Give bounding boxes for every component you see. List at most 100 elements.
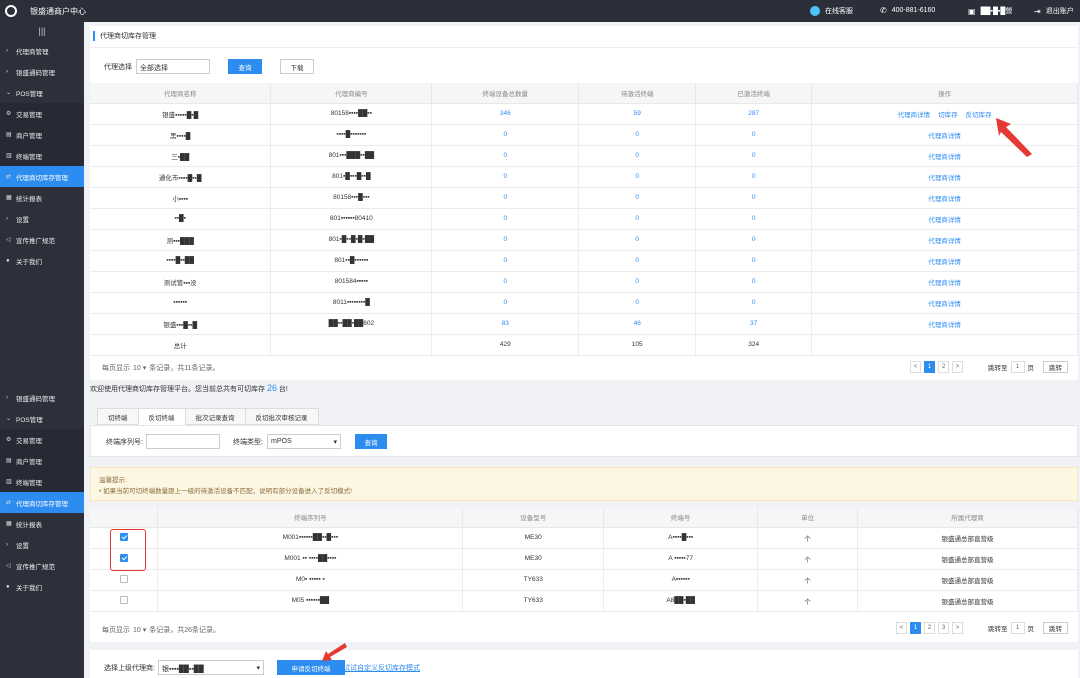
chevron-down-icon: ⌄ — [6, 416, 12, 422]
sidebar-item-label: 代理商切库存管理 — [16, 174, 68, 182]
row-checkbox[interactable] — [119, 595, 128, 604]
logo-icon — [5, 5, 17, 17]
op-link[interactable]: 代理商详情 — [928, 321, 961, 329]
cell-name: 测▪▪▪███ — [90, 229, 272, 251]
sidebar-item[interactable]: › 设置 — [0, 208, 84, 229]
jump-page-input[interactable]: 1 — [1010, 361, 1025, 373]
row-checkbox[interactable] — [119, 574, 128, 583]
page-button[interactable]: < — [896, 622, 907, 634]
page-size-select[interactable]: 10 ▾ — [133, 627, 147, 634]
jump-button[interactable]: 跳转 — [1043, 361, 1068, 373]
page-button[interactable]: > — [952, 622, 963, 634]
online-service[interactable]: 在线客服 — [810, 6, 853, 16]
jump-button[interactable]: 跳转 — [1043, 622, 1068, 634]
op-link[interactable]: 切库存 — [938, 111, 958, 119]
op-link[interactable]: 代理商详情 — [928, 237, 961, 245]
sidebar-item-label: 银盛通码管理 — [16, 395, 55, 403]
page-title: 代理商切库存管理 — [93, 31, 156, 41]
page-button[interactable]: 1 — [910, 622, 921, 634]
sidebar-bottom: › 银盛通码管理 ⌄ POS管理 ⚙ 交易管理 ▤ 商户管理 ▥ 终端管理 ⇄ 代理商切库存管理 ▦ 统计… — [0, 380, 84, 678]
sidebar-item[interactable]: ▦ 统计报表 — [0, 187, 84, 208]
row-checkbox[interactable] — [119, 532, 128, 541]
column-header: 设备型号 — [462, 508, 605, 528]
terminal-query-button[interactable]: 查询 — [355, 434, 387, 449]
sidebar-item[interactable]: ▥ 终端管理 — [0, 471, 84, 492]
cell-pending: 59 — [578, 103, 697, 125]
sidebar-item[interactable]: › 银盛通码管理 — [0, 61, 84, 82]
parent-agent-select[interactable]: 银▪▪▪▪██▪▪██ ▾ — [158, 660, 264, 675]
page-size-select[interactable]: 10 ▾ — [133, 365, 147, 372]
op-link[interactable]: 代理商详情 — [928, 153, 961, 161]
serial-input[interactable] — [146, 434, 220, 449]
sidebar-item[interactable]: › 银盛通码管理 — [0, 387, 84, 408]
sidebar-item[interactable]: ⚙ 交易管理 — [0, 429, 84, 450]
op-link[interactable]: 反切库存 — [965, 111, 992, 119]
sidebar-item[interactable]: ⚙ 交易管理 — [0, 103, 84, 124]
agent-filter-label: 代理选择 — [104, 63, 132, 71]
op-link[interactable]: 代理商详情 — [928, 258, 961, 266]
phone-number: ✆ 400-881-6160 — [880, 6, 936, 15]
info-icon: ● — [6, 257, 10, 264]
table-row: ▪▪█▪ 801▪▪▪▪▪▪80410 0 0 0 代理商详情 — [90, 208, 1078, 230]
tab[interactable]: 切终端 — [97, 408, 139, 425]
sidebar-item[interactable]: ● 关于我们 — [0, 576, 84, 597]
sidebar-item[interactable]: ⌄ POS管理 — [0, 408, 84, 429]
cell-id: 801584▪▪▪▪▪ — [270, 271, 433, 293]
op-link[interactable]: 代理商详情 — [928, 300, 961, 308]
sidebar-item-label: 终端管理 — [16, 479, 42, 487]
tab[interactable]: 反切终端 — [137, 408, 186, 425]
op-link[interactable]: 代理商详情 — [928, 132, 961, 140]
sidebar-item[interactable]: ⌄ POS管理 — [0, 82, 84, 103]
terminal-table: 终端序列号 设备型号 终端号 单位 所属代理商 M001▪▪▪▪▪▪██▪▪█▪▪▪ ME… — [90, 508, 1078, 612]
sidebar-item-label: 统计报表 — [16, 521, 42, 529]
op-link[interactable]: 代理商详情 — [928, 279, 961, 287]
cell-unit: 个 — [757, 527, 859, 549]
op-link[interactable]: 代理商详情 — [928, 195, 961, 203]
sidebar-item[interactable]: › 代理商管理 — [0, 40, 84, 61]
sidebar-item[interactable]: › 设置 — [0, 534, 84, 555]
cell-pending: 0 — [578, 187, 697, 209]
jump-page-input[interactable]: 1 — [1010, 622, 1025, 634]
page-button[interactable]: 3 — [938, 622, 949, 634]
terminal-type-select[interactable]: mPOS ▾ — [267, 434, 341, 449]
sidebar-item[interactable]: ◁ 宣传推广规范 — [0, 229, 84, 250]
page-button[interactable]: 2 — [938, 361, 949, 373]
terminal-panel: 终端序列号 设备型号 终端号 单位 所属代理商 M001▪▪▪▪▪▪██▪▪█▪▪▪ ME… — [90, 508, 1078, 642]
download-button[interactable]: 下载 — [280, 59, 314, 74]
cell-ops: 代理商详情 — [811, 124, 1078, 146]
apply-reverse-button[interactable]: 申请反切终端 — [277, 660, 345, 675]
tab[interactable]: 批次记录查询 — [184, 408, 246, 425]
custom-mode-link[interactable]: 试试自定义反切库存模式 — [343, 665, 420, 672]
page-button[interactable]: 2 — [924, 622, 935, 634]
column-header: 终端号 — [603, 508, 759, 528]
sidebar-item[interactable]: ◁ 宣传推广规范 — [0, 555, 84, 576]
cell-active: 0 — [695, 124, 813, 146]
sidebar-item[interactable]: ⇄ 代理商切库存管理 — [0, 492, 84, 513]
sidebar-item[interactable]: ▦ 统计报表 — [0, 513, 84, 534]
agent-filter-input[interactable]: 全部选择 — [136, 59, 210, 74]
row-checkbox[interactable] — [119, 553, 128, 562]
cell-active: 287 — [695, 103, 813, 125]
sidebar-item[interactable]: ▥ 终端管理 — [0, 145, 84, 166]
hamburger-icon[interactable]: ||| — [38, 26, 46, 36]
page-button[interactable]: 1 — [924, 361, 935, 373]
page-button[interactable]: < — [910, 361, 921, 373]
cell-id: ██▪▪██▪██602 — [270, 313, 433, 335]
cell-model: TY633 — [462, 569, 605, 591]
op-link[interactable]: 代理商详情 — [928, 174, 961, 182]
op-link[interactable]: 代理商详情 — [928, 216, 961, 224]
sidebar-item[interactable]: ⇄ 代理商切库存管理 — [0, 166, 84, 187]
op-link[interactable]: 代理商详情 — [897, 111, 931, 119]
sidebar-item-label: 终端管理 — [16, 153, 42, 161]
page-button[interactable]: > — [952, 361, 963, 373]
sidebar-item[interactable]: ▤ 商户管理 — [0, 450, 84, 471]
logout-button[interactable]: ⇥ 退出账户 — [1034, 6, 1074, 16]
cell-serial: M001▪▪▪▪▪▪██▪▪█▪▪▪ — [157, 527, 464, 549]
user-name[interactable]: ▣ ██▪█▪█營 — [968, 6, 1013, 16]
select-cell — [90, 527, 159, 549]
sidebar-item[interactable]: ▤ 商户管理 — [0, 124, 84, 145]
sidebar-item-label: 交易管理 — [16, 111, 42, 119]
sidebar-item[interactable]: ● 关于我们 — [0, 250, 84, 271]
tab[interactable]: 反切批次审核记录 — [244, 408, 319, 425]
query-button[interactable]: 查询 — [228, 59, 262, 74]
